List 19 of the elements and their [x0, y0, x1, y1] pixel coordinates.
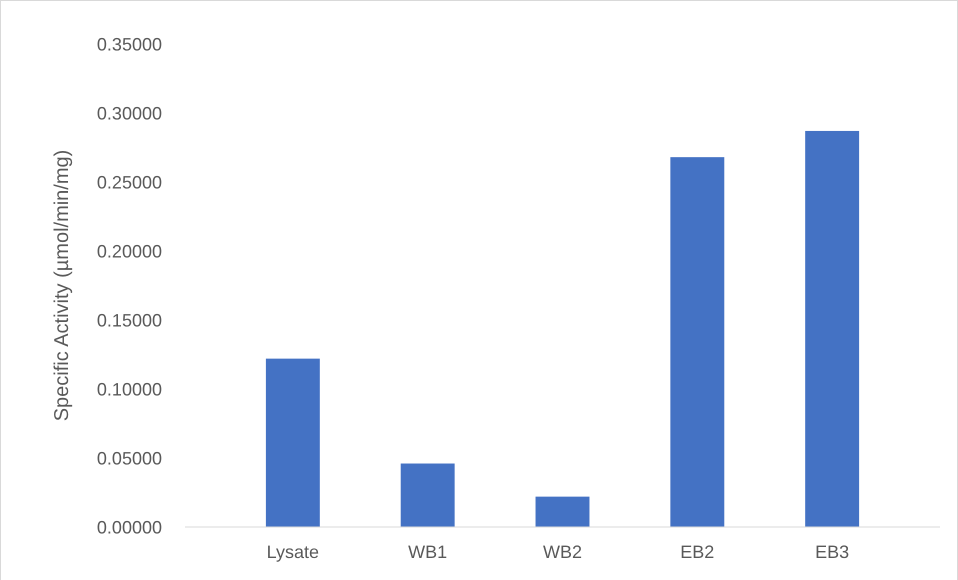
x-tick-label: EB2: [680, 542, 714, 562]
x-tick-label: Lysate: [266, 542, 320, 562]
bar: [805, 130, 860, 527]
y-tick-label: 0.05000: [96, 448, 162, 468]
x-tick-label: WB1: [408, 542, 448, 562]
bar: [670, 157, 724, 527]
y-tick-label: 0.20000: [96, 241, 162, 262]
bar: [400, 464, 455, 527]
y-tick-label: 0.35000: [96, 34, 162, 54]
y-tick-label: 0.25000: [96, 172, 162, 192]
y-tick-label: 0.15000: [96, 310, 162, 330]
y-axis-title: Specific Activity (µmol/min/mg): [51, 150, 73, 422]
bar: [536, 496, 590, 527]
bar: [266, 358, 320, 527]
x-tick-label: WB2: [542, 542, 582, 562]
x-tick-label: EB3: [815, 542, 850, 562]
y-tick-label: 0.30000: [96, 103, 162, 124]
y-tick-label: 0.00000: [96, 517, 162, 538]
y-tick-label: 0.10000: [96, 379, 162, 400]
